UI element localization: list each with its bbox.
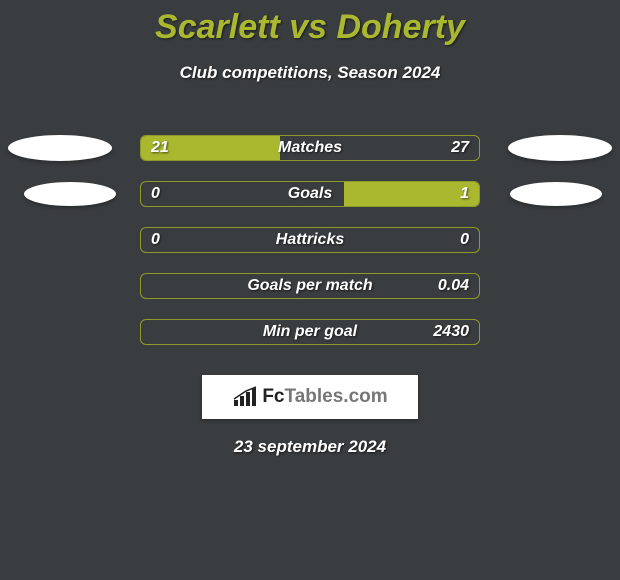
stat-row: 0 0 Hattricks — [0, 217, 620, 263]
logo-text: FcTables.com — [262, 386, 387, 408]
stat-value-right: 27 — [451, 139, 469, 157]
stat-label: Goals — [288, 185, 332, 203]
stat-value-right: 0 — [460, 231, 469, 249]
logo-prefix: Fc — [262, 386, 284, 407]
stat-bar: 21 27 Matches — [140, 135, 480, 161]
player-marker-right — [508, 135, 612, 161]
stat-value-left: 0 — [151, 231, 160, 249]
stat-value-left: 21 — [151, 139, 169, 157]
stat-value-right: 1 — [460, 185, 469, 203]
bar-fill-right — [344, 182, 479, 206]
stat-row: 0.04 Goals per match — [0, 263, 620, 309]
stat-value-right: 2430 — [433, 323, 469, 341]
stat-bar: 0 0 Hattricks — [140, 227, 480, 253]
stat-bar: 0.04 Goals per match — [140, 273, 480, 299]
subtitle: Club competitions, Season 2024 — [0, 63, 620, 83]
stat-row: 2430 Min per goal — [0, 309, 620, 355]
stat-value-right: 0.04 — [438, 277, 469, 295]
stat-bar: 0 1 Goals — [140, 181, 480, 207]
stat-label: Matches — [278, 139, 342, 157]
stat-row: 21 27 Matches — [0, 125, 620, 171]
logo-suffix: Tables.com — [285, 386, 388, 407]
stat-bar: 2430 Min per goal — [140, 319, 480, 345]
stat-label: Min per goal — [263, 323, 357, 341]
stat-row: 0 1 Goals — [0, 171, 620, 217]
date-label: 23 september 2024 — [0, 437, 620, 457]
stat-value-left: 0 — [151, 185, 160, 203]
player-marker-left — [8, 135, 112, 161]
bar-chart-icon — [232, 386, 258, 408]
player-marker-left — [24, 182, 116, 206]
stats-list: 21 27 Matches 0 1 Goals 0 0 Hattricks 0.04 Goals p… — [0, 125, 620, 355]
comparison-card: Scarlett vs Doherty Club competitions, S… — [0, 0, 620, 457]
stat-label: Hattricks — [276, 231, 344, 249]
logo-box: FcTables.com — [202, 375, 418, 419]
player-marker-right — [510, 182, 602, 206]
stat-label: Goals per match — [247, 277, 372, 295]
page-title: Scarlett vs Doherty — [0, 8, 620, 47]
